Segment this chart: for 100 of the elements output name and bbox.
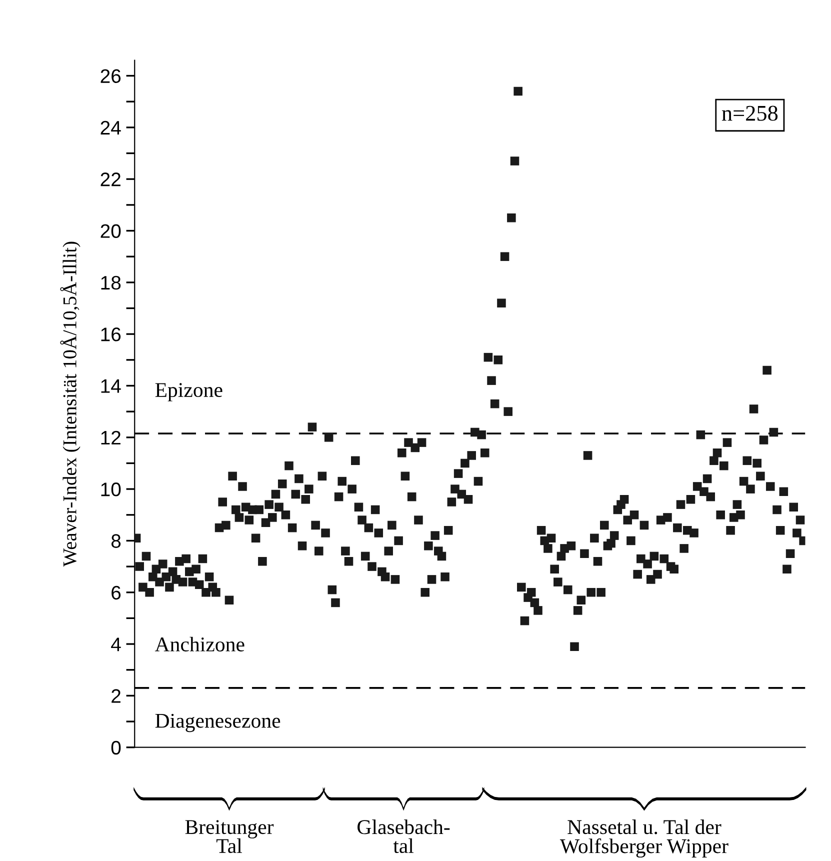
point: [274, 502, 284, 512]
point: [390, 575, 400, 584]
y-tick-label: 26: [100, 69, 121, 84]
y-tick-label: 14: [101, 379, 121, 393]
point: [254, 505, 264, 514]
y-tick-label: 22: [100, 172, 120, 186]
point: [414, 516, 423, 524]
point: [447, 498, 456, 506]
y-tick-label: 10: [101, 482, 121, 496]
point: [397, 448, 406, 458]
point: [477, 430, 486, 440]
point: [407, 492, 416, 502]
y-tick-label: 12: [101, 430, 120, 444]
text: Glasebach- tal: [358, 819, 450, 854]
annotation: n=258: [722, 106, 778, 121]
point: [318, 472, 327, 481]
y-tick-label: 6: [112, 586, 121, 600]
point: [304, 484, 314, 494]
point: [162, 572, 171, 582]
point: [404, 438, 413, 447]
point: [244, 516, 254, 524]
point: [440, 572, 450, 582]
point: [194, 580, 204, 590]
point: [238, 482, 247, 491]
y-tick-label: 4: [111, 638, 121, 652]
point: [324, 432, 334, 442]
point: [417, 438, 426, 447]
point: [351, 456, 360, 466]
point: [294, 474, 304, 484]
point: [155, 578, 164, 586]
point: [301, 494, 310, 504]
point: [331, 598, 340, 608]
point: [165, 582, 174, 592]
point: [474, 476, 483, 486]
point: [268, 513, 277, 522]
point: [224, 596, 234, 605]
point: [135, 562, 144, 571]
point: [231, 505, 240, 514]
point: [145, 588, 154, 597]
point: [457, 490, 466, 499]
point: [460, 458, 470, 468]
text: Nassetal u. Tal der Wolfsberger Wipper: [560, 819, 728, 858]
point: [271, 490, 280, 499]
point: [400, 472, 410, 481]
point: [424, 541, 433, 550]
point: [328, 585, 337, 594]
point: [427, 575, 436, 584]
point: [284, 461, 294, 470]
point: [204, 572, 214, 582]
y-tick-label: 18: [101, 276, 121, 290]
point: [354, 502, 364, 512]
point: [212, 588, 220, 597]
text: Breitunger Tal: [185, 820, 274, 854]
point: [420, 588, 430, 597]
point: [308, 422, 317, 432]
point: [178, 578, 188, 586]
point: [182, 554, 190, 564]
y-axis-title: Weaver-Index (Intensität 10Å/10,5Å-Illit): [60, 242, 80, 567]
ref-line-label: Anchizone: [154, 636, 244, 652]
point: [264, 500, 274, 509]
point: [370, 505, 380, 514]
y-tick-label: 2: [112, 689, 120, 703]
y-tick-label: 24: [100, 120, 121, 134]
point: [464, 494, 473, 504]
point: [430, 531, 440, 540]
point: [360, 552, 370, 561]
point: [234, 513, 244, 522]
point: [198, 554, 208, 564]
y-tick-label: 20: [100, 224, 121, 238]
point: [251, 534, 260, 543]
point: [388, 520, 396, 530]
point: [358, 516, 366, 524]
point: [437, 552, 446, 561]
point: [444, 526, 453, 535]
point: [341, 546, 350, 556]
point: [288, 523, 297, 532]
point: [278, 479, 287, 488]
annotation: Diagenesezone: [155, 714, 280, 732]
y-tick-label: 0: [111, 740, 121, 755]
point: [258, 556, 267, 566]
point: [380, 572, 390, 582]
point: [454, 469, 463, 478]
point: [281, 510, 290, 520]
point: [314, 546, 324, 556]
point: [368, 562, 376, 571]
point: [344, 556, 354, 566]
point: [384, 546, 393, 556]
y-tick-label: 16: [101, 328, 121, 342]
point: [158, 560, 168, 568]
ref-line-label: Epizone: [155, 383, 222, 402]
point: [311, 520, 320, 530]
point: [338, 476, 347, 486]
point: [364, 523, 374, 532]
point: [228, 472, 237, 481]
point: [291, 490, 300, 499]
point: [374, 528, 384, 538]
point: [218, 498, 227, 506]
point: [222, 520, 230, 530]
point: [348, 484, 356, 494]
point: [467, 451, 476, 460]
